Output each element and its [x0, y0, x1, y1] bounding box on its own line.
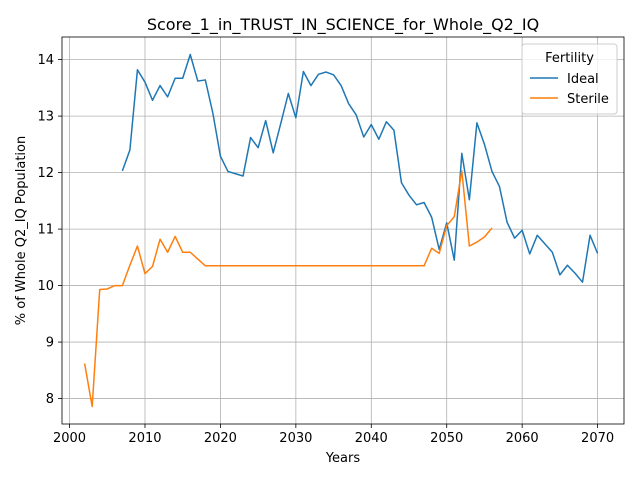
x-tick-label: 2010 [128, 431, 161, 446]
x-tick-label: 2040 [355, 431, 388, 446]
x-tick-label: 2060 [506, 431, 539, 446]
x-axis-ticks: 2000 2010 2020 2030 2040 2050 2060 2070 [53, 424, 614, 446]
y-tick-label: 8 [46, 392, 54, 407]
x-tick-label: 2020 [204, 431, 237, 446]
y-tick-label: 11 [37, 223, 54, 238]
x-tick-label: 2030 [279, 431, 312, 446]
x-axis-label: Years [325, 451, 361, 466]
y-tick-label: 9 [46, 336, 54, 351]
legend-frame [521, 43, 618, 115]
legend-label-sterile: Sterile [567, 92, 609, 107]
y-tick-label: 14 [37, 53, 54, 68]
series-line-sterile [83, 170, 493, 408]
series-lines [83, 53, 599, 408]
grid-lines [62, 37, 624, 424]
y-axis-label: % of Whole Q2_IQ Population [14, 136, 29, 325]
legend: Fertility Ideal Sterile [521, 43, 618, 115]
legend-label-ideal: Ideal [567, 72, 599, 87]
series-line-ideal [121, 53, 599, 283]
y-tick-label: 12 [37, 166, 54, 181]
x-tick-label: 2000 [53, 431, 86, 446]
y-tick-label: 13 [37, 110, 54, 125]
x-tick-label: 2050 [430, 431, 463, 446]
legend-title: Fertility [545, 51, 594, 66]
y-axis-ticks: 8 9 10 11 12 13 14 [37, 53, 62, 407]
y-tick-label: 10 [37, 279, 54, 294]
chart-title: Score_1_in_TRUST_IN_SCIENCE_for_Whole_Q2… [147, 15, 539, 35]
plot-area-frame [61, 36, 625, 425]
x-tick-label: 2070 [581, 431, 614, 446]
